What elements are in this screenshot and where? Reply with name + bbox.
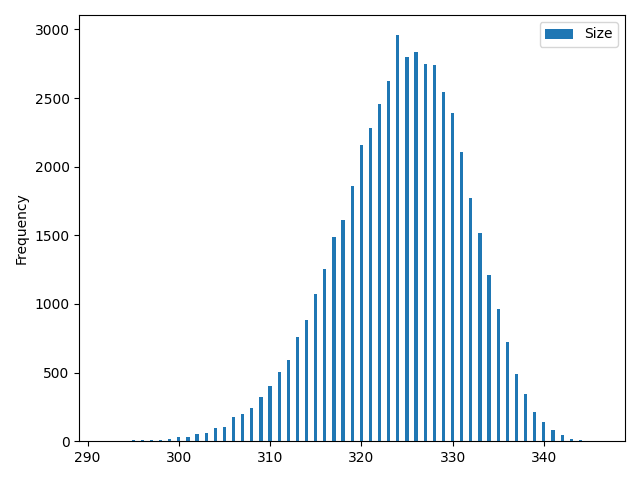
Bar — [342, 220, 345, 441]
Bar — [552, 430, 555, 441]
Bar — [469, 198, 472, 441]
Bar — [478, 233, 481, 441]
Bar — [259, 396, 262, 441]
Bar — [214, 428, 217, 441]
Bar — [351, 186, 354, 441]
Y-axis label: Frequency: Frequency — [15, 192, 29, 264]
Bar — [396, 36, 399, 441]
Bar — [323, 269, 326, 441]
Bar — [570, 439, 573, 441]
Bar — [533, 412, 536, 441]
Bar — [232, 417, 235, 441]
Bar — [241, 414, 244, 441]
Bar — [159, 440, 162, 441]
Bar — [460, 152, 463, 441]
Bar — [278, 372, 281, 441]
Bar — [168, 439, 172, 441]
Bar — [296, 336, 299, 441]
Bar — [205, 433, 208, 441]
Bar — [506, 342, 509, 441]
Bar — [195, 434, 198, 441]
Bar — [369, 128, 372, 441]
Bar — [561, 435, 564, 441]
Bar — [223, 427, 226, 441]
Bar — [332, 237, 335, 441]
Bar — [405, 57, 408, 441]
Bar — [132, 440, 135, 441]
Bar — [524, 394, 527, 441]
Bar — [497, 309, 500, 441]
Bar — [360, 145, 363, 441]
Bar — [150, 440, 153, 441]
Bar — [250, 408, 253, 441]
Bar — [515, 374, 518, 441]
Bar — [415, 52, 418, 441]
Bar — [141, 440, 144, 441]
Bar — [433, 64, 436, 441]
Bar — [186, 437, 189, 441]
Bar — [287, 360, 290, 441]
Legend: Size: Size — [540, 22, 618, 47]
Bar — [542, 421, 545, 441]
Bar — [424, 64, 427, 441]
Bar — [579, 440, 582, 441]
Bar — [177, 437, 180, 441]
Bar — [378, 104, 381, 441]
Bar — [314, 294, 317, 441]
Bar — [442, 92, 445, 441]
Bar — [268, 385, 271, 441]
Bar — [488, 275, 491, 441]
Bar — [305, 320, 308, 441]
Bar — [451, 113, 454, 441]
Bar — [387, 81, 390, 441]
